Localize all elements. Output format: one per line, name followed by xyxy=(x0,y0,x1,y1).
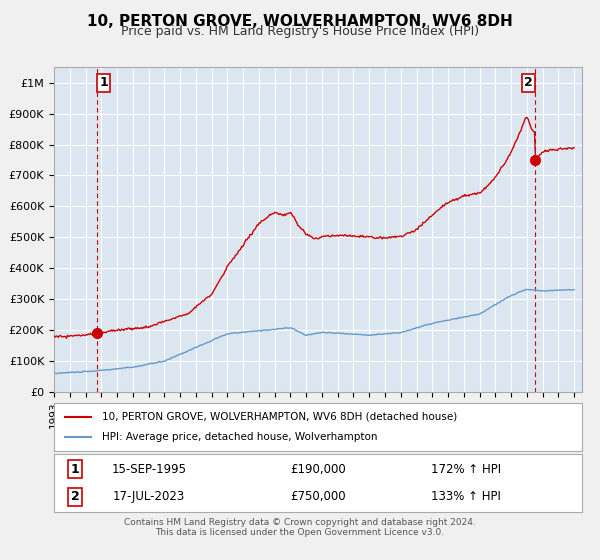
Text: 10, PERTON GROVE, WOLVERHAMPTON, WV6 8DH (detached house): 10, PERTON GROVE, WOLVERHAMPTON, WV6 8DH… xyxy=(101,412,457,422)
Text: 2: 2 xyxy=(524,77,533,90)
Text: 133% ↑ HPI: 133% ↑ HPI xyxy=(431,490,501,503)
Text: 172% ↑ HPI: 172% ↑ HPI xyxy=(431,463,501,476)
Text: £750,000: £750,000 xyxy=(290,490,346,503)
Text: 17-JUL-2023: 17-JUL-2023 xyxy=(113,490,185,503)
Text: £190,000: £190,000 xyxy=(290,463,346,476)
Text: 1: 1 xyxy=(71,463,79,476)
Text: 2: 2 xyxy=(71,490,79,503)
Text: 15-SEP-1995: 15-SEP-1995 xyxy=(112,463,187,476)
Text: Price paid vs. HM Land Registry's House Price Index (HPI): Price paid vs. HM Land Registry's House … xyxy=(121,25,479,38)
Text: HPI: Average price, detached house, Wolverhampton: HPI: Average price, detached house, Wolv… xyxy=(101,432,377,442)
Text: 10, PERTON GROVE, WOLVERHAMPTON, WV6 8DH: 10, PERTON GROVE, WOLVERHAMPTON, WV6 8DH xyxy=(87,14,513,29)
Text: 1: 1 xyxy=(99,77,108,90)
Text: Contains HM Land Registry data © Crown copyright and database right 2024.
This d: Contains HM Land Registry data © Crown c… xyxy=(124,518,476,538)
